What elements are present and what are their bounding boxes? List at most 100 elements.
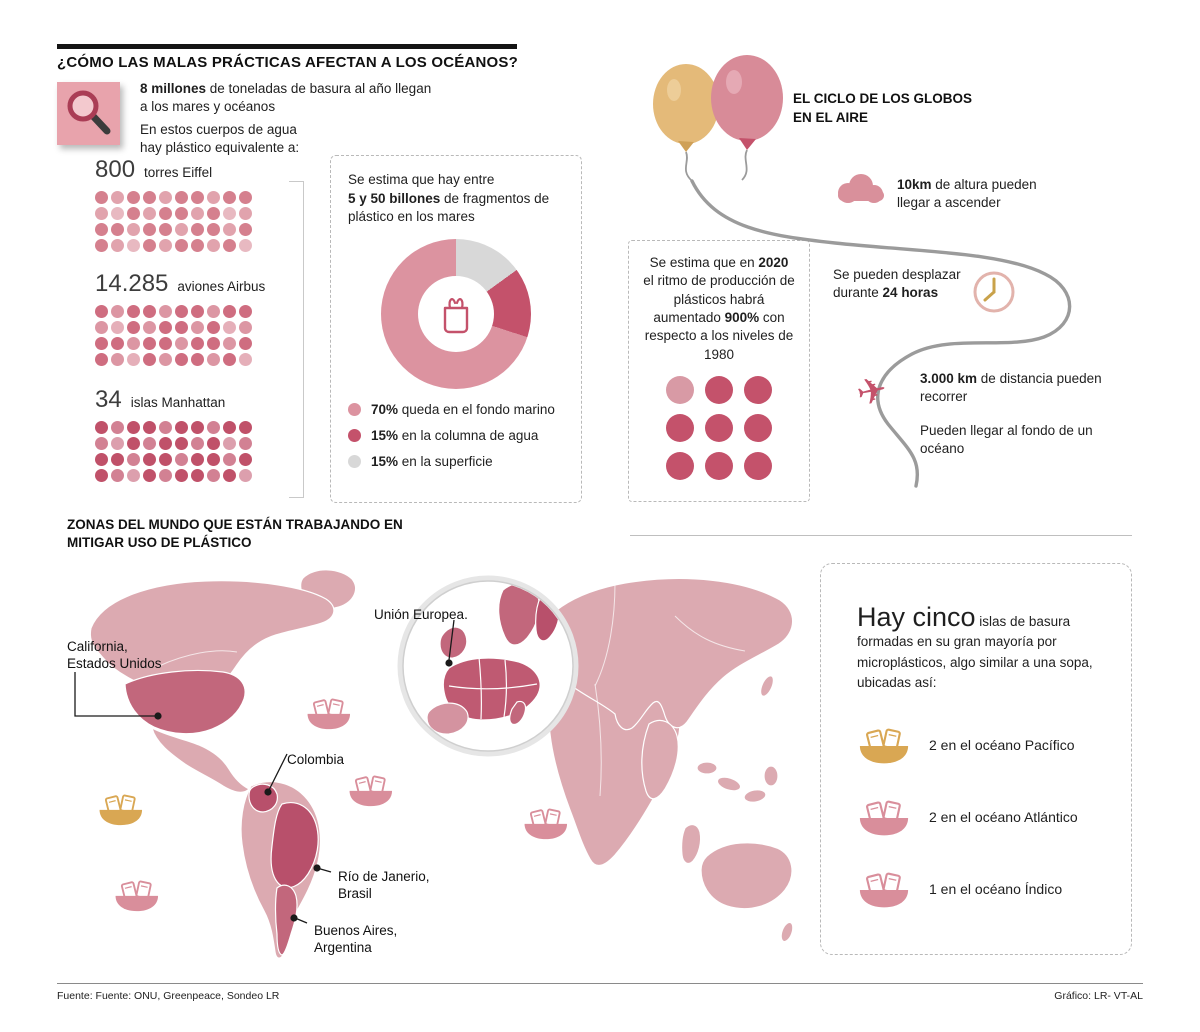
step-duration: Se pueden desplazar durante 24 horas — [833, 266, 983, 303]
equivalent-eiffel: 800 torres Eiffel — [95, 156, 255, 252]
trash-island-icon-indian — [523, 808, 568, 841]
trash-island-icon-atlantic-north — [306, 698, 351, 731]
footer-source: Fuente: Fuente: ONU, Greenpeace, Sondeo … — [57, 990, 280, 1002]
label-european-union: Unión Europea. — [374, 607, 468, 622]
equivalent-value: 800 — [95, 156, 136, 183]
equivalent-value: 14.285 — [95, 270, 169, 297]
plastic-bag-icon — [443, 297, 469, 334]
step-duration-value: 24 horas — [882, 285, 939, 301]
label-connector-lines — [74, 619, 455, 924]
equivalent-value: 34 — [95, 386, 122, 413]
island-item-atlantic: 2 en el océano Atlántico — [857, 797, 1095, 837]
country-borders — [158, 582, 746, 797]
production-box: Se estima que en 2020 el ritmo de produc… — [628, 240, 810, 502]
intro-stat-bold: 8 millones — [140, 81, 207, 96]
dot-matrix-airbus — [95, 305, 255, 366]
map-section-title: ZONAS DEL MUNDO QUE ESTÁN TRABAJANDO EN … — [67, 517, 403, 551]
islands-lead: Hay cinco islas de basura formadas en su… — [857, 604, 1095, 693]
footer-credit: Gráfico: LR- VT-AL — [1054, 990, 1143, 1002]
production-year: 2020 — [758, 255, 789, 270]
step-altitude-text: de altura pueden llegar a ascender — [897, 177, 1037, 211]
dot-matrix-eiffel — [95, 191, 255, 252]
donut-chart — [381, 238, 531, 389]
balloon-string — [741, 149, 748, 181]
legend-dot — [348, 402, 361, 416]
equivalent-manhattan: 34 islas Manhattan — [95, 386, 255, 482]
title-bar — [57, 44, 517, 49]
production-pct: 900% — [724, 310, 760, 326]
fragments-text: Se estima que hay entre 5 y 50 billones d… — [348, 171, 564, 227]
stats-divider-tick — [289, 497, 304, 498]
journey-path — [690, 179, 1072, 488]
donut-legend: 70% queda en el fondo marino 15% en la c… — [348, 402, 564, 469]
continents — [89, 569, 794, 959]
magnifier-glass-icon — [67, 90, 111, 135]
step-altitude-value: 10km — [897, 177, 932, 192]
step-distance-text: de distancia pueden recorrer — [920, 371, 1102, 405]
legend-text: 15% en la superficie — [371, 454, 493, 469]
step-distance-value: 3.000 km — [920, 371, 978, 386]
fragments-text-post: de fragmentos de plástico en los mares — [348, 190, 550, 225]
step-distance: 3.000 km de distancia pueden recorrer — [920, 370, 1105, 407]
trash-island-icon-pacific-south — [114, 880, 159, 913]
production-text-pre: Se estima que en — [649, 255, 759, 270]
step-altitude: 10km de altura pueden llegar a ascender — [897, 176, 1067, 213]
islands-lead-big: Hay cinco — [857, 602, 976, 632]
production-text-post: con respecto a los niveles de 1980 — [644, 310, 794, 362]
stats-divider-tick — [289, 181, 304, 182]
island-label: 2 en el océano Atlántico — [929, 808, 1078, 825]
legend-row: 70% queda en el fondo marino — [348, 402, 564, 417]
stats-divider-line — [303, 181, 304, 498]
label-colombia: Colombia — [287, 752, 345, 767]
equivalent-label: aviones Airbus — [177, 279, 266, 294]
clock-icon — [973, 271, 1015, 313]
legend-dot — [348, 428, 361, 442]
europe-magnifier — [397, 575, 579, 757]
garbage-islands-box: Hay cinco islas de basura formadas en su… — [820, 563, 1132, 955]
equivalent-head: 800 torres Eiffel — [95, 156, 255, 184]
island-item-indian: 1 en el océano Índico — [857, 869, 1095, 909]
islands-lead-rest: islas de basura formadas en su gran mayo… — [857, 614, 1093, 690]
balloon-cycle-title: EL CICLO DE LOS GLOBOS EN EL AIRE — [793, 91, 973, 125]
legend-text: 70% queda en el fondo marino — [371, 402, 555, 417]
page-title: ¿CÓMO LAS MALAS PRÁCTICAS AFECTAN A LOS … — [57, 54, 518, 71]
legend-row: 15% en la superficie — [348, 454, 564, 469]
equivalent-label: torres Eiffel — [144, 165, 213, 180]
step-ocean-floor: Pueden llegar al fondo de un océano — [920, 423, 1093, 457]
equivalent-head: 14.285 aviones Airbus — [95, 270, 265, 298]
legend-pct: 70% — [371, 401, 399, 417]
legend-label: en la columna de agua — [398, 427, 539, 443]
intro-equivalents-lead: En estos cuerpos de agua hay plástico eq… — [140, 122, 300, 155]
legend-text: 15% en la columna de agua — [371, 428, 538, 443]
equivalent-head: 34 islas Manhattan — [95, 386, 255, 414]
production-text-mid: el ritmo de producción de plásticos habr… — [643, 273, 795, 326]
equivalent-label: islas Manhattan — [130, 395, 226, 410]
donut-hole — [418, 275, 494, 352]
world-map — [74, 569, 794, 959]
balloon-string — [684, 151, 693, 182]
intro-stat: 8 millones de toneladas de basura al año… — [140, 80, 440, 116]
island-label: 1 en el océano Índico — [929, 880, 1063, 897]
trash-island-icon — [858, 728, 910, 765]
label-buenos-aires: Buenos Aires, Argentina — [314, 923, 398, 956]
gold-balloon-icon — [653, 64, 719, 152]
fragments-estimate-box: Se estima que hay entre 5 y 50 billones d… — [330, 155, 582, 503]
trash-island-icon — [858, 800, 910, 837]
magnifier-icon — [57, 82, 120, 145]
balloon-cycle-illustration: ✈ — [653, 55, 1072, 488]
label-dots — [154, 659, 453, 922]
legend-pct: 15% — [371, 427, 399, 443]
label-california: California, Estados Unidos — [67, 639, 162, 672]
dot-matrix-manhattan — [95, 421, 255, 482]
legend-pct: 15% — [371, 453, 399, 469]
fragments-text-bold: 5 y 50 billones — [348, 190, 441, 206]
footer-divider — [57, 983, 1143, 984]
legend-dot — [348, 454, 361, 468]
legend-row: 15% en la columna de agua — [348, 428, 564, 443]
legend-label: queda en el fondo marino — [398, 401, 555, 417]
fragments-text-pre: Se estima que hay entre — [348, 172, 495, 187]
island-label: 2 en el océano Pacífico — [929, 736, 1075, 753]
step-duration-text: Se pueden desplazar durante — [833, 267, 961, 301]
cloud-icon — [838, 174, 884, 203]
